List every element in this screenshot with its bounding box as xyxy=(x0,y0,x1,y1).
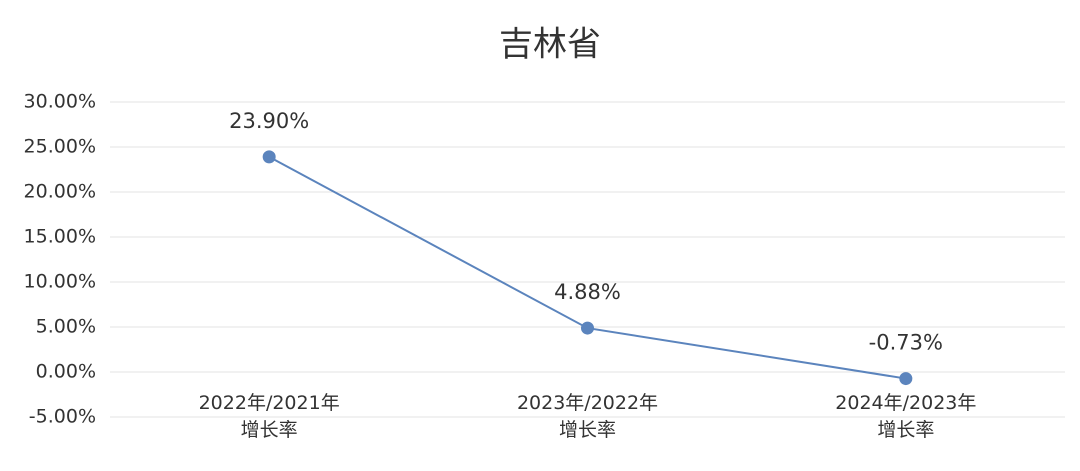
data-label: 23.90% xyxy=(229,109,309,133)
point xyxy=(262,150,276,164)
x-tick-label: 2024年/2023年 增长率 xyxy=(835,392,977,441)
y-tick-label: -5.00% xyxy=(29,406,96,428)
point xyxy=(899,372,913,386)
data-label: 4.88% xyxy=(554,280,621,304)
data-label: -0.73% xyxy=(869,331,943,355)
y-tick-label: 15.00% xyxy=(24,226,96,248)
y-tick-label: 0.00% xyxy=(36,361,96,383)
line xyxy=(268,156,906,380)
y-tick-label: 30.00% xyxy=(24,91,96,113)
y-tick-label: 10.00% xyxy=(24,271,96,293)
y-tick-label: 5.00% xyxy=(36,316,96,338)
point xyxy=(581,321,594,335)
x-tick-label: 2023年/2022年 增长率 xyxy=(516,392,659,441)
x-tick-label: 2022年/2021年 增长率 xyxy=(198,392,340,441)
chart-title: 吉林省 xyxy=(499,25,601,65)
y-tick-label: 20.00% xyxy=(24,181,96,203)
y-tick-label: 25.00% xyxy=(24,136,96,158)
